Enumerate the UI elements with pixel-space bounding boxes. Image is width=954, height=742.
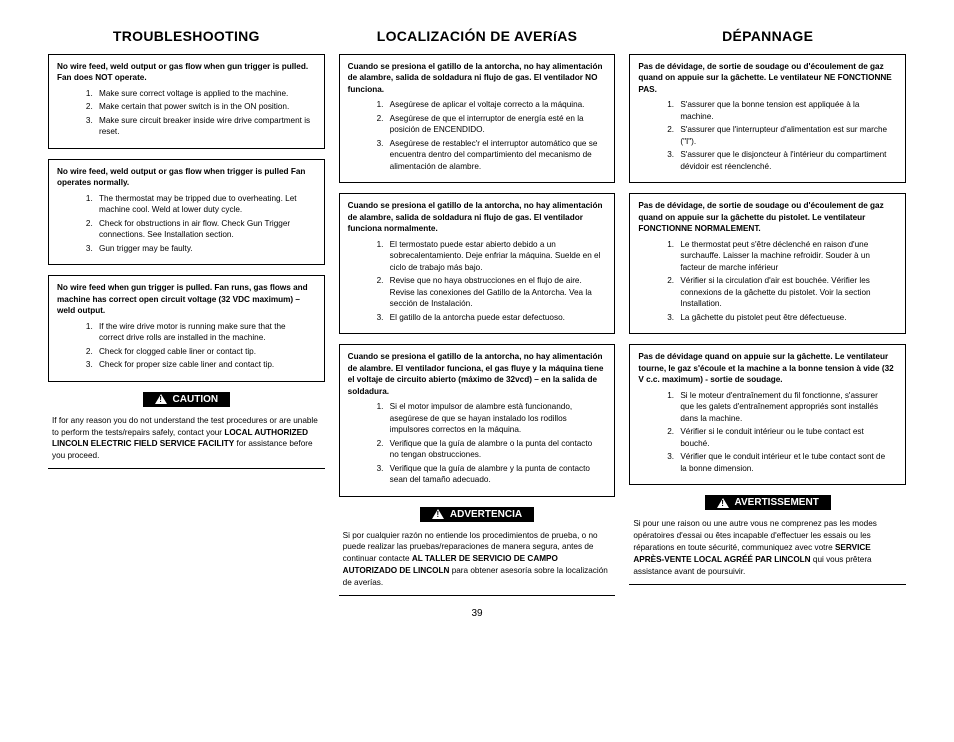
trouble-box: Pas de dévidage quand on appuie sur la g… <box>629 344 906 485</box>
columns-container: TROUBLESHOOTING No wire feed, weld output… <box>48 28 906 596</box>
box-title: Pas de dévidage quand on appuie sur la g… <box>638 351 897 385</box>
box-list-item: If the wire drive motor is running make … <box>95 321 312 344</box>
box-title: No wire feed, weld output or gas flow wh… <box>57 166 316 189</box>
box-list-item: La gâchette du pistolet peut être défect… <box>676 312 893 323</box>
box-list-item: Make sure correct voltage is applied to … <box>95 88 312 99</box>
column-0: TROUBLESHOOTING No wire feed, weld output… <box>48 28 325 596</box>
box-list: El termostato puede estar abierto debido… <box>386 239 607 323</box>
warning-text: Si por cualquier razón no entiende los p… <box>339 528 616 596</box>
warning-text: Si pour une raison ou une autre vous ne … <box>629 516 906 584</box>
box-title: Cuando se presiona el gatillo de la anto… <box>348 61 607 95</box>
box-list-item: Make certain that power switch is in the… <box>95 101 312 112</box>
warning-text: If for any reason you do not understand … <box>48 413 325 470</box>
column-heading: DÉPANNAGE <box>629 28 906 44</box>
box-list-item: El gatillo de la antorcha puede estar de… <box>386 312 603 323</box>
box-title: Pas de dévidage, de sortie de soudage ou… <box>638 200 897 234</box>
trouble-box: No wire feed when gun trigger is pulled.… <box>48 275 325 381</box>
box-list: Make sure correct voltage is applied to … <box>95 88 316 138</box>
box-list-item: Le thermostat peut s'être déclenché en r… <box>676 239 893 273</box>
warning-icon <box>432 509 444 519</box>
warning-icon <box>717 498 729 508</box>
column-1: LOCALIZACIÓN DE AVERíAS Cuando se presion… <box>339 28 616 596</box>
warning-label-text: CAUTION <box>173 394 219 405</box>
trouble-box: Cuando se presiona el gatillo de la anto… <box>339 193 616 334</box>
box-list-item: Asegúrese de aplicar el voltaje correcto… <box>386 99 603 110</box>
box-list: If the wire drive motor is running make … <box>95 321 316 371</box>
trouble-box: Cuando se presiona el gatillo de la anto… <box>339 54 616 183</box>
trouble-box: Pas de dévidage, de sortie de soudage ou… <box>629 54 906 183</box>
box-list-item: Check for obstructions in air flow. Chec… <box>95 218 312 241</box>
box-title: Cuando se presiona el gatillo de la anto… <box>348 200 607 234</box>
box-list-item: Vérifier que le conduit intérieur et le … <box>676 451 893 474</box>
warning-bar: CAUTION <box>76 392 297 407</box>
warning-label-text: AVERTISSEMENT <box>735 497 819 508</box>
box-list: The thermostat may be tripped due to ove… <box>95 193 316 254</box>
box-list-item: S'assurer que le disjoncteur à l'intérie… <box>676 149 893 172</box>
box-list: Si le moteur d'entraînement du fil fonct… <box>676 390 897 474</box>
warning-bar: ADVERTENCIA <box>367 507 588 522</box>
warning-label: AVERTISSEMENT <box>705 495 831 510</box>
box-title: No wire feed, weld output or gas flow wh… <box>57 61 316 84</box>
trouble-box: Cuando se presiona el gatillo de la anto… <box>339 344 616 496</box>
box-list-item: Si el motor impulsor de alambre està fun… <box>386 401 603 435</box>
warning-label: ADVERTENCIA <box>420 507 534 522</box>
box-list-item: S'assurer que l'interrupteur d'alimentat… <box>676 124 893 147</box>
box-list-item: Si le moteur d'entraînement du fil fonct… <box>676 390 893 424</box>
warning-icon <box>155 394 167 404</box>
column-heading: TROUBLESHOOTING <box>48 28 325 44</box>
box-list: Asegúrese de aplicar el voltaje correcto… <box>386 99 607 172</box>
box-list-item: Gun trigger may be faulty. <box>95 243 312 254</box>
box-list-item: Make sure circuit breaker inside wire dr… <box>95 115 312 138</box>
box-list-item: Verifique que la guía de alambre o la pu… <box>386 438 603 461</box>
warning-label-text: ADVERTENCIA <box>450 509 522 520</box>
box-list: S'assurer que la bonne tension est appli… <box>676 99 897 172</box>
trouble-box: Pas de dévidage, de sortie de soudage ou… <box>629 193 906 334</box>
box-list-item: Vérifier si la circulation d'air est bou… <box>676 275 893 309</box>
box-list-item: Check for proper size cable liner and co… <box>95 359 312 370</box>
box-list-item: The thermostat may be tripped due to ove… <box>95 193 312 216</box>
box-list-item: Verifique que la guía de alambre y la pu… <box>386 463 603 486</box>
box-list-item: Revise que no haya obstrucciones en el f… <box>386 275 603 309</box>
column-2: DÉPANNAGE Pas de dévidage, de sortie de s… <box>629 28 906 596</box>
box-title: Cuando se presiona el gatillo de la anto… <box>348 351 607 397</box>
page-number: 39 <box>48 608 906 619</box>
column-heading: LOCALIZACIÓN DE AVERíAS <box>339 28 616 44</box>
box-list-item: El termostato puede estar abierto debido… <box>386 239 603 273</box>
trouble-box: No wire feed, weld output or gas flow wh… <box>48 159 325 265</box>
warning-bar: AVERTISSEMENT <box>657 495 878 510</box>
box-list: Si el motor impulsor de alambre està fun… <box>386 401 607 485</box>
box-list-item: Asegúrese de que el interruptor de energ… <box>386 113 603 136</box>
box-list-item: S'assurer que la bonne tension est appli… <box>676 99 893 122</box>
box-list-item: Vérifier si le conduit intérieur ou le t… <box>676 426 893 449</box>
box-list-item: Asegúrese de restablec'r el interruptor … <box>386 138 603 172</box>
box-title: Pas de dévidage, de sortie de soudage ou… <box>638 61 897 95</box>
box-title: No wire feed when gun trigger is pulled.… <box>57 282 316 316</box>
warning-label: CAUTION <box>143 392 231 407</box>
box-list-item: Check for clogged cable liner or contact… <box>95 346 312 357</box>
page: TROUBLESHOOTING No wire feed, weld output… <box>0 0 954 639</box>
trouble-box: No wire feed, weld output or gas flow wh… <box>48 54 325 149</box>
box-list: Le thermostat peut s'être déclenché en r… <box>676 239 897 323</box>
